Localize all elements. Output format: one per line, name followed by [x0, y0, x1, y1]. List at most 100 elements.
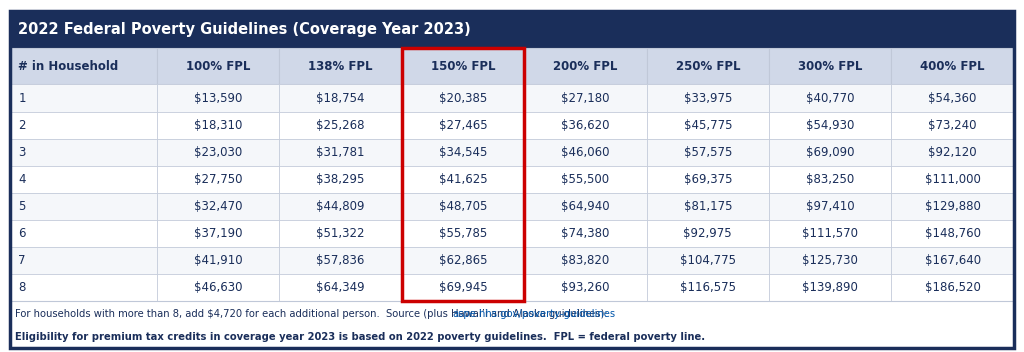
Text: $64,940: $64,940: [561, 200, 609, 213]
Bar: [646, 247, 769, 274]
Text: $38,295: $38,295: [316, 173, 365, 186]
Text: $167,640: $167,640: [925, 254, 981, 267]
Text: $40,770: $40,770: [806, 92, 854, 105]
Bar: [891, 139, 1014, 166]
Text: $73,240: $73,240: [929, 119, 977, 132]
Bar: [280, 220, 401, 247]
Bar: [891, 166, 1014, 193]
Bar: [646, 112, 769, 139]
Bar: [524, 274, 646, 301]
Bar: [157, 84, 280, 112]
Text: 3: 3: [18, 146, 26, 159]
Bar: [10, 220, 157, 247]
Text: $33,975: $33,975: [684, 92, 732, 105]
Text: 250% FPL: 250% FPL: [676, 59, 740, 73]
Bar: [769, 84, 891, 112]
Bar: [769, 193, 891, 220]
Text: 5: 5: [18, 200, 26, 213]
Bar: [769, 247, 891, 274]
Bar: [891, 220, 1014, 247]
Bar: [280, 247, 401, 274]
Text: $23,030: $23,030: [195, 146, 243, 159]
Bar: [524, 139, 646, 166]
Bar: [769, 48, 891, 84]
Text: $64,349: $64,349: [316, 281, 365, 294]
Text: $57,575: $57,575: [684, 146, 732, 159]
Text: $18,754: $18,754: [316, 92, 365, 105]
Text: $32,470: $32,470: [194, 200, 243, 213]
Bar: [401, 193, 524, 220]
Text: $20,385: $20,385: [439, 92, 487, 105]
Bar: [280, 166, 401, 193]
Text: 150% FPL: 150% FPL: [431, 59, 496, 73]
Bar: [401, 166, 524, 193]
Text: $148,760: $148,760: [925, 227, 981, 240]
Text: $69,375: $69,375: [684, 173, 732, 186]
Bar: [10, 301, 1014, 348]
Text: 4: 4: [18, 173, 26, 186]
Bar: [10, 247, 157, 274]
Text: $27,180: $27,180: [561, 92, 609, 105]
Text: 200% FPL: 200% FPL: [553, 59, 617, 73]
Text: 300% FPL: 300% FPL: [798, 59, 862, 73]
Bar: [157, 220, 280, 247]
Text: $111,000: $111,000: [925, 173, 981, 186]
Text: $186,520: $186,520: [925, 281, 981, 294]
Text: aspe.hhs.gov/poverty-guidelines: aspe.hhs.gov/poverty-guidelines: [453, 309, 615, 319]
Bar: [646, 220, 769, 247]
Bar: [891, 193, 1014, 220]
Bar: [401, 48, 524, 84]
Text: 400% FPL: 400% FPL: [921, 59, 985, 73]
Bar: [157, 193, 280, 220]
Bar: [891, 247, 1014, 274]
Text: $93,260: $93,260: [561, 281, 609, 294]
Text: 8: 8: [18, 281, 26, 294]
Bar: [280, 84, 401, 112]
Bar: [401, 112, 524, 139]
Bar: [401, 274, 524, 301]
Bar: [524, 247, 646, 274]
Bar: [157, 247, 280, 274]
Text: $45,775: $45,775: [684, 119, 732, 132]
Text: $92,120: $92,120: [929, 146, 977, 159]
Text: $97,410: $97,410: [806, 200, 854, 213]
Text: $34,545: $34,545: [439, 146, 487, 159]
Text: $116,575: $116,575: [680, 281, 736, 294]
Text: $18,310: $18,310: [195, 119, 243, 132]
Text: # in Household: # in Household: [18, 59, 119, 73]
Bar: [646, 48, 769, 84]
Bar: [646, 193, 769, 220]
Text: $54,930: $54,930: [806, 119, 854, 132]
Text: $41,625: $41,625: [438, 173, 487, 186]
Text: $36,620: $36,620: [561, 119, 609, 132]
Text: $55,785: $55,785: [439, 227, 487, 240]
Bar: [646, 274, 769, 301]
Text: $37,190: $37,190: [194, 227, 243, 240]
Bar: [10, 193, 157, 220]
Text: $27,750: $27,750: [194, 173, 243, 186]
Text: $27,465: $27,465: [438, 119, 487, 132]
Bar: [646, 84, 769, 112]
Bar: [10, 166, 157, 193]
Bar: [891, 48, 1014, 84]
Bar: [401, 84, 524, 112]
Bar: [157, 139, 280, 166]
Bar: [10, 84, 157, 112]
Text: $13,590: $13,590: [195, 92, 243, 105]
Text: 7: 7: [18, 254, 26, 267]
Text: $69,945: $69,945: [438, 281, 487, 294]
Text: $25,268: $25,268: [316, 119, 365, 132]
Bar: [769, 166, 891, 193]
Text: $57,836: $57,836: [316, 254, 365, 267]
Text: $83,820: $83,820: [561, 254, 609, 267]
Bar: [524, 112, 646, 139]
Bar: [646, 166, 769, 193]
Bar: [157, 274, 280, 301]
Bar: [10, 112, 157, 139]
Bar: [891, 112, 1014, 139]
Text: $62,865: $62,865: [439, 254, 487, 267]
Bar: [769, 139, 891, 166]
Bar: [769, 220, 891, 247]
Text: $31,781: $31,781: [316, 146, 365, 159]
Text: $139,890: $139,890: [802, 281, 858, 294]
